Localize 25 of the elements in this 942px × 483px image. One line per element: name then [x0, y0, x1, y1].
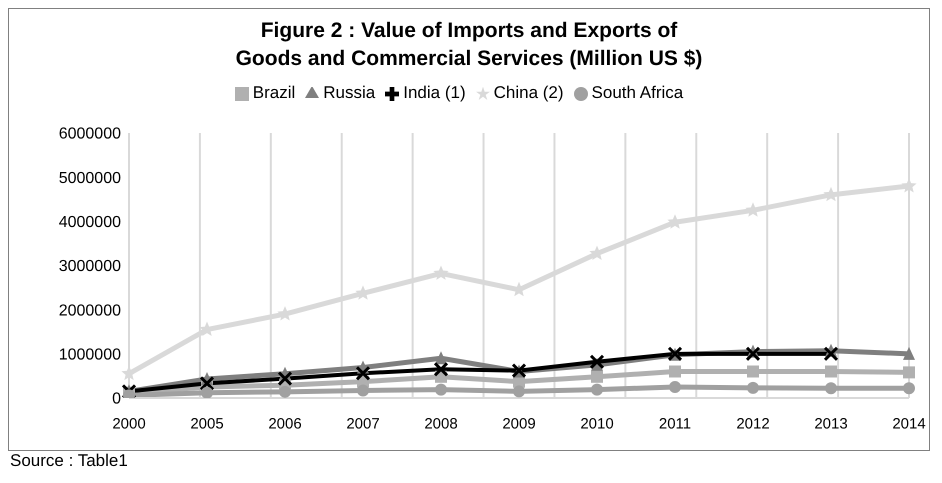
- x-tick-label: 2012: [736, 416, 770, 433]
- x-tick-label: 2011: [658, 416, 692, 433]
- y-tick-label: 5000000: [58, 170, 122, 187]
- y-tick-label: 1000000: [58, 346, 122, 364]
- x-tick-label: 2008: [424, 416, 458, 433]
- x-tick-label: 2006: [268, 416, 302, 433]
- legend-label: Russia: [323, 83, 376, 102]
- x-tick-label: 2013: [814, 416, 848, 433]
- legend-label: Brazil: [252, 83, 296, 102]
- source-note: Source : Table1: [10, 451, 129, 471]
- legend-label: South Africa: [592, 83, 684, 102]
- y-tick-label: 2000000: [58, 302, 122, 320]
- y-tick-label: 0: [112, 390, 122, 408]
- legend-label: China (2): [494, 83, 564, 102]
- legend-label: India (1): [403, 83, 466, 102]
- x-tick-label: 2005: [190, 416, 224, 433]
- y-tick-label: 6000000: [58, 126, 122, 143]
- chart-title: Figure 2 : Value of Imports and Exports of Goods and Commercial Services (Million US $): [234, 18, 704, 72]
- x-tick-label: 2007: [346, 416, 380, 433]
- y-tick-label: 4000000: [58, 214, 122, 232]
- x-tick-label: 2009: [502, 416, 536, 433]
- x-tick-label: 2000: [112, 416, 146, 433]
- x-tick-label: 2010: [580, 416, 614, 433]
- y-tick-label: 3000000: [58, 258, 122, 276]
- x-tick-label: 2014: [892, 416, 926, 433]
